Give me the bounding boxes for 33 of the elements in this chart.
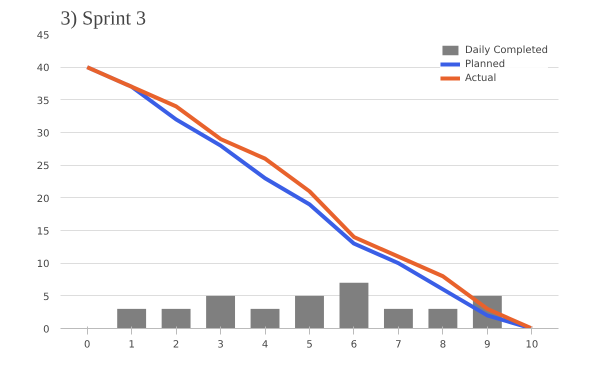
x-tick-label: 4 (262, 340, 268, 350)
bar (340, 282, 368, 328)
y-tick-label: 25 (36, 161, 50, 172)
y-tick-label: 10 (36, 259, 50, 270)
x-tick-label: 7 (395, 340, 402, 350)
bar (295, 296, 324, 328)
x-tick-label: 2 (172, 340, 180, 350)
x-tick-label: 9 (484, 340, 491, 350)
bar (384, 308, 413, 328)
y-tick-label: 30 (36, 128, 50, 140)
y-tick-label: 15 (36, 226, 50, 238)
legend-label: Planned (464, 58, 506, 70)
bar (206, 296, 236, 328)
x-tick-label: 5 (306, 340, 313, 350)
y-tick-label: 5 (43, 292, 50, 303)
y-tick-label: 40 (36, 63, 50, 74)
y-tick-label: 35 (36, 96, 50, 107)
legend-label: Actual (464, 72, 496, 84)
y-tick-label: 0 (43, 324, 50, 336)
chart-title: 3) Sprint 3 (60, 8, 146, 30)
x-tick-label: 10 (525, 340, 538, 350)
bar (250, 308, 280, 328)
y-tick-label: 45 (36, 30, 50, 42)
bar (117, 308, 146, 328)
x-tick-label: 3 (217, 340, 224, 350)
x-tick-label: 0 (84, 340, 90, 350)
x-tick-label: 1 (128, 340, 135, 350)
y-tick-label: 20 (36, 194, 50, 205)
x-tick-label: 6 (350, 340, 358, 350)
x-tick-label: 8 (440, 340, 446, 350)
legend-label: Daily Completed (464, 44, 548, 56)
bar (428, 308, 458, 328)
bar (162, 308, 191, 328)
